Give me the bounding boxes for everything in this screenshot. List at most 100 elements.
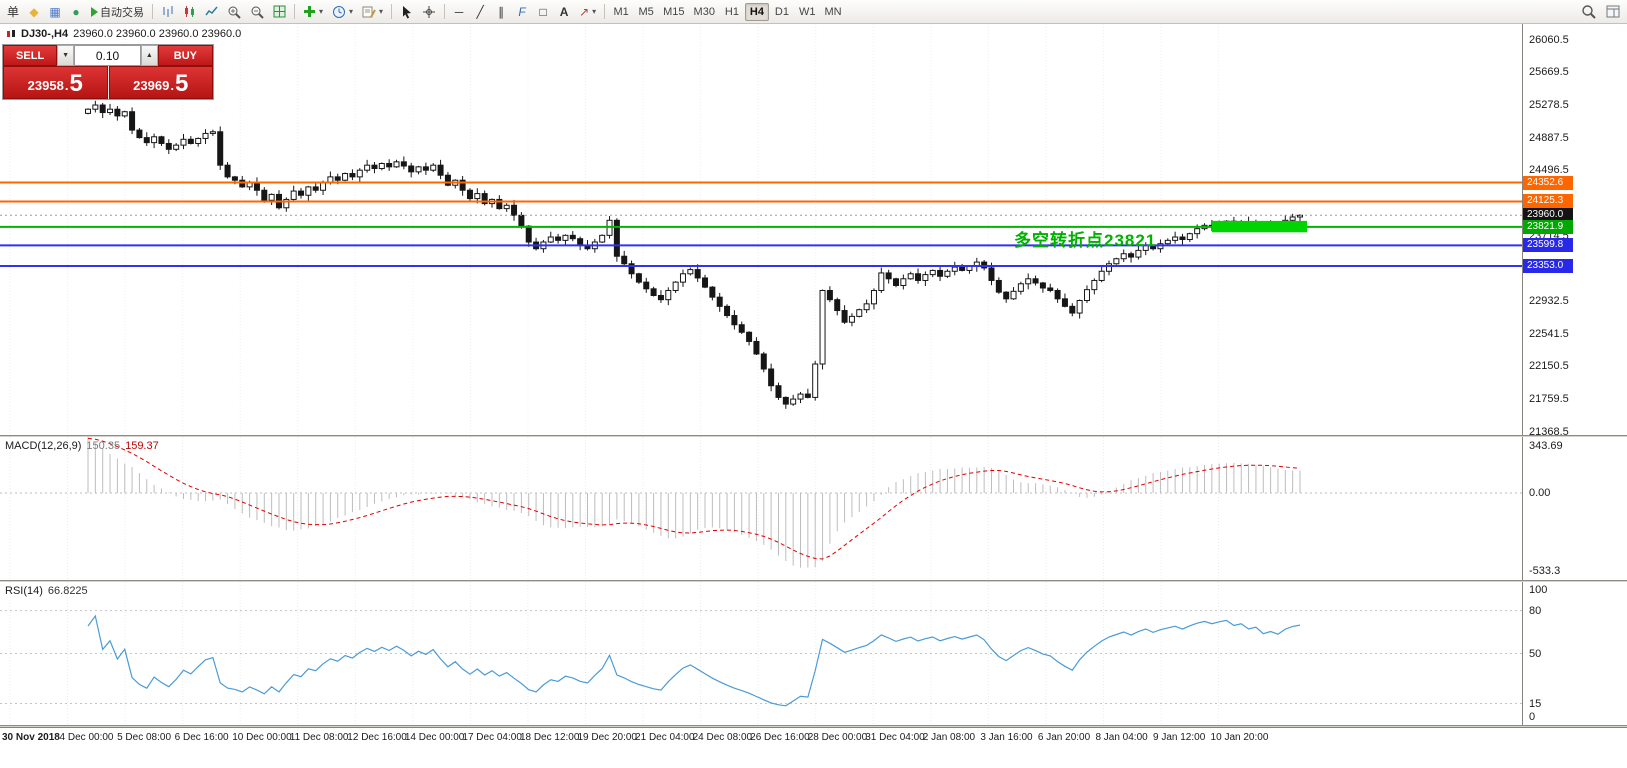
price-tick: 24496.5 bbox=[1529, 164, 1569, 177]
chevron-down-icon: ▾ bbox=[592, 7, 597, 16]
autotrade-button[interactable]: 自动交易 bbox=[87, 2, 148, 22]
chart-title: DJ30-,H4 23960.0 23960.0 23960.0 23960.0 bbox=[6, 28, 241, 40]
timeframe-h1[interactable]: H1 bbox=[724, 5, 739, 18]
time-axis[interactable]: 30 Nov 2018 4 Dec 00:00 5 Dec 08:00 6 Dec 1… bbox=[0, 727, 1627, 768]
chart-tab-icon bbox=[7, 30, 15, 37]
price-chart[interactable] bbox=[0, 24, 1522, 435]
chevron-down-icon: ▾ bbox=[379, 7, 384, 16]
timeframe-m30[interactable]: M30 bbox=[693, 5, 715, 18]
lot-increase-button[interactable]: ▲ bbox=[141, 45, 158, 66]
price-badge: 24125.3 bbox=[1523, 194, 1573, 209]
pivot-annotation[interactable]: 多空转折点23821 bbox=[1014, 231, 1157, 250]
price-badge: 23599.8 bbox=[1523, 238, 1573, 253]
new-order-button[interactable]: 单 bbox=[3, 2, 23, 22]
bid-price-dot: . bbox=[64, 78, 69, 93]
separator bbox=[391, 4, 393, 19]
separator bbox=[152, 4, 154, 19]
zoom-out-icon bbox=[251, 6, 264, 19]
time-label: 14 Dec 00:00 bbox=[404, 732, 465, 743]
lot-decrease-button[interactable]: ▼ bbox=[57, 45, 74, 66]
time-label: 19 Dec 20:00 bbox=[577, 732, 638, 743]
timeframe-m1[interactable]: M1 bbox=[613, 5, 629, 18]
trendline-tool-button[interactable]: ╱ bbox=[470, 2, 490, 22]
time-label: 5 Dec 08:00 bbox=[117, 732, 172, 743]
zoom-out-button[interactable] bbox=[246, 2, 268, 22]
bid-price-button[interactable]: 23958 . 5 bbox=[3, 66, 108, 99]
fibonacci-tool-button[interactable]: F bbox=[512, 2, 532, 22]
time-label: 6 Dec 16:00 bbox=[174, 732, 229, 743]
shapes-tool-button[interactable]: □ bbox=[533, 2, 553, 22]
panel-splitter[interactable] bbox=[0, 580, 1627, 582]
clock-icon bbox=[333, 5, 346, 18]
macd-label: MACD(12,26,9) 150.35 159.37 bbox=[5, 440, 159, 452]
hline-tool-button[interactable]: ─ bbox=[449, 2, 469, 22]
templates-button[interactable]: ▾ bbox=[358, 2, 387, 22]
indicators-button[interactable]: ▾ bbox=[299, 2, 327, 22]
macd-chart[interactable] bbox=[0, 437, 1522, 580]
symbol-period: DJ30-,H4 bbox=[21, 28, 69, 40]
hline-icon: ─ bbox=[454, 4, 464, 19]
line-chart-button[interactable] bbox=[201, 2, 222, 22]
text-tool-button[interactable]: A bbox=[554, 2, 574, 22]
search-button[interactable] bbox=[1577, 2, 1600, 22]
tile-windows-button[interactable] bbox=[269, 2, 290, 22]
time-label: 12 Dec 16:00 bbox=[347, 732, 407, 743]
cursor-button[interactable] bbox=[396, 2, 417, 22]
macd-value-main: 150.35 bbox=[86, 440, 121, 452]
channel-tool-button[interactable]: ∥ bbox=[491, 2, 511, 22]
market-watch-button[interactable]: ◆ bbox=[24, 2, 44, 22]
macd-tick: -533.3 bbox=[1529, 565, 1561, 577]
rsi-chart[interactable] bbox=[0, 582, 1522, 725]
fibonacci-icon: F bbox=[518, 4, 526, 19]
candlestick-chart-button[interactable] bbox=[179, 2, 200, 22]
timeframe-h4[interactable]: H4 bbox=[744, 2, 769, 21]
arrows-tool-button[interactable]: ↗ ▾ bbox=[575, 2, 600, 22]
rsi-tick: 80 bbox=[1529, 604, 1542, 617]
macd-panel[interactable]: MACD(12,26,9) 150.35 159.37 343.69 0.00 -533… bbox=[0, 437, 1627, 580]
time-label: 21 Dec 04:00 bbox=[635, 732, 695, 743]
time-label: 30 Nov 2018 bbox=[2, 732, 60, 743]
timeframe-m15[interactable]: M15 bbox=[663, 5, 685, 18]
separator bbox=[444, 4, 446, 19]
crosshair-button[interactable] bbox=[418, 2, 440, 22]
layout-button[interactable] bbox=[1602, 2, 1624, 22]
text-icon: A bbox=[559, 4, 569, 19]
time-label: 18 Dec 12:00 bbox=[519, 732, 580, 743]
chart-window-button[interactable]: ▦ bbox=[45, 2, 65, 22]
macd-axis[interactable]: 343.69 0.00 -533.3 bbox=[1522, 437, 1627, 580]
rsi-axis[interactable]: 100 80 50 15 0 bbox=[1522, 582, 1627, 725]
sell-button[interactable]: SELL bbox=[3, 45, 58, 66]
periods-button[interactable]: ▾ bbox=[328, 2, 357, 22]
navigator-button[interactable]: ● bbox=[66, 2, 86, 22]
ask-price-button[interactable]: 23969 . 5 bbox=[108, 66, 213, 99]
timeframe-m5[interactable]: M5 bbox=[638, 5, 654, 18]
timeframe-d1[interactable]: D1 bbox=[774, 5, 789, 18]
timeframe-mn[interactable]: MN bbox=[824, 5, 842, 18]
rsi-name: RSI(14) bbox=[5, 585, 43, 597]
lot-input[interactable] bbox=[74, 45, 141, 66]
price-axis[interactable]: 26060.525669.525278.524887.524496.524105… bbox=[1522, 24, 1627, 438]
time-label: 2 Jan 08:00 bbox=[922, 732, 976, 743]
panel-splitter[interactable] bbox=[0, 725, 1627, 727]
panel-splitter[interactable] bbox=[0, 435, 1627, 437]
time-label: 17 Dec 04:00 bbox=[462, 732, 522, 743]
rsi-panel[interactable]: RSI(14) 66.8225 100 80 50 15 0 bbox=[0, 582, 1627, 725]
timeframe-group: M1 M5 M15 M30 H1 H4 D1 W1 MN bbox=[609, 2, 845, 21]
zoom-in-button[interactable] bbox=[223, 2, 245, 22]
time-label: 31 Dec 04:00 bbox=[865, 732, 925, 743]
market-watch-icon: ◆ bbox=[29, 4, 39, 19]
cursor-icon bbox=[403, 5, 412, 18]
macd-value-signal: 159.37 bbox=[125, 440, 159, 452]
price-tick: 26060.5 bbox=[1529, 33, 1569, 46]
toolbar-right-group bbox=[1577, 2, 1624, 22]
time-label: 10 Jan 20:00 bbox=[1210, 732, 1269, 743]
buy-button[interactable]: BUY bbox=[157, 45, 213, 66]
main-chart-panel[interactable]: DJ30-,H4 23960.0 23960.0 23960.0 23960.0… bbox=[0, 24, 1627, 438]
crosshair-icon bbox=[423, 5, 436, 18]
time-label: 9 Jan 12:00 bbox=[1153, 732, 1206, 743]
bar-chart-icon bbox=[163, 6, 173, 17]
bar-chart-button[interactable] bbox=[157, 2, 178, 22]
toolbar: 单 ◆ ▦ ● 自动交易 ▾ ▾ ▾ bbox=[0, 0, 1627, 24]
timeframe-w1[interactable]: W1 bbox=[798, 5, 816, 18]
time-label: 26 Dec 16:00 bbox=[750, 732, 810, 743]
